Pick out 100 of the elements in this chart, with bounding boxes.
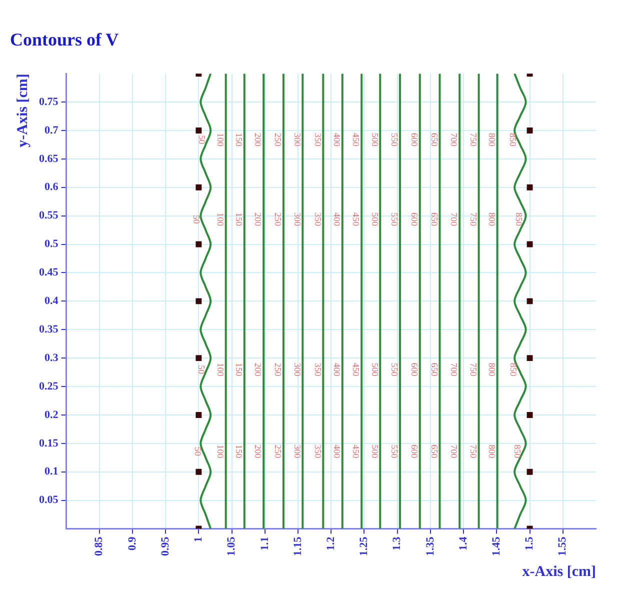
text: 800 (486, 362, 497, 376)
y-tick-label: 0.05 (39, 494, 59, 506)
text: 450 (351, 362, 362, 376)
text: 600 (410, 212, 420, 226)
text: 850 (508, 362, 519, 376)
y-axis-title: y-Axis [cm] (14, 74, 31, 148)
x-tick-label: 0.95 (159, 536, 172, 556)
point (196, 184, 202, 190)
text: 750 (468, 132, 478, 146)
text: 650 (429, 212, 440, 226)
text: 450 (351, 444, 362, 459)
text: 200 (253, 132, 264, 146)
text: 300 (292, 362, 302, 376)
text: 350 (312, 444, 323, 459)
y-tick-label: 0.75 (39, 96, 59, 108)
text: 300 (292, 132, 302, 146)
y-tick-label: 0.65 (39, 152, 59, 165)
point (526, 241, 533, 248)
text: 750 (468, 212, 478, 226)
text: 450 (351, 212, 362, 226)
point (526, 184, 533, 190)
x-tick-label: 0.85 (93, 536, 106, 556)
text: 200 (253, 362, 264, 376)
text: 650 (429, 444, 440, 459)
text: 500 (370, 212, 380, 226)
text: 500 (370, 362, 380, 376)
y-tick-label: 0.45 (39, 266, 59, 279)
chart-title: Contours of V (10, 29, 119, 50)
line-series (200, 74, 212, 529)
point (526, 412, 533, 418)
x-tick-label: 1.35 (424, 536, 436, 556)
x-tick-label: 1.1 (258, 536, 271, 550)
text: 150 (234, 132, 244, 146)
text: 600 (410, 362, 420, 376)
text: 700 (449, 132, 460, 146)
text: 800 (486, 212, 497, 226)
text: 250 (273, 362, 284, 376)
text: 50 (192, 214, 202, 224)
text: 50 (197, 135, 208, 144)
y-tick-label: 0.6 (44, 181, 59, 194)
text: 750 (468, 362, 478, 376)
text: 150 (234, 212, 244, 226)
y-tick-label: 0.25 (39, 380, 59, 392)
text: 350 (312, 362, 323, 376)
text: 350 (312, 132, 323, 146)
text: 600 (410, 444, 420, 459)
text: 750 (468, 444, 478, 459)
text: 850 (508, 132, 518, 147)
text: 350 (312, 212, 323, 226)
text: 300 (292, 444, 302, 459)
point (196, 412, 202, 418)
text: 100 (215, 444, 226, 459)
y-tick-label: 0.4 (44, 295, 59, 308)
text: 650 (429, 362, 440, 376)
text: 400 (332, 362, 342, 376)
text: 100 (215, 212, 226, 226)
y-tick-label: 0.1 (44, 466, 58, 478)
text: 550 (390, 212, 400, 226)
text: 200 (253, 444, 264, 459)
text: 550 (390, 362, 400, 376)
x-tick-label: 1.15 (292, 536, 304, 556)
text: 300 (292, 212, 302, 226)
text: 500 (370, 444, 380, 459)
text: 50 (196, 364, 206, 374)
text: 800 (486, 132, 497, 146)
point (196, 355, 202, 362)
point (526, 128, 533, 134)
x-tick-label: 1 (192, 536, 205, 542)
text: 550 (390, 132, 400, 146)
text: 50 (193, 446, 204, 456)
text: 450 (351, 132, 362, 146)
point (196, 468, 202, 475)
y-tick-label: 0.3 (44, 352, 59, 364)
text: 650 (429, 132, 440, 146)
text: 250 (273, 444, 284, 459)
x-tick-label: 1.45 (490, 536, 503, 556)
text: 150 (234, 444, 244, 459)
text: 700 (449, 444, 460, 459)
x-tick-label: 1.25 (358, 536, 370, 556)
text: 250 (273, 212, 284, 226)
x-tick-label: 0.9 (126, 536, 138, 550)
text: 550 (390, 444, 400, 459)
point (196, 298, 202, 304)
text: 100 (215, 132, 226, 146)
text: 800 (486, 444, 497, 459)
text: 700 (449, 362, 460, 376)
point (526, 298, 533, 304)
x-tick-label: 1.05 (226, 536, 238, 556)
x-tick-label: 1.2 (324, 536, 337, 550)
x-tick-label: 1.5 (524, 536, 536, 550)
text: 250 (273, 132, 284, 146)
point (526, 468, 533, 475)
y-tick-label: 0.35 (39, 323, 59, 336)
text: 200 (253, 212, 264, 226)
point (196, 241, 202, 248)
x-axis-title: x-Axis [cm] (522, 564, 596, 580)
y-tick-label: 0.55 (39, 210, 59, 222)
y-tick-label: 0.15 (39, 437, 59, 450)
text: 500 (370, 132, 380, 146)
y-tick-label: 0.2 (44, 408, 59, 421)
